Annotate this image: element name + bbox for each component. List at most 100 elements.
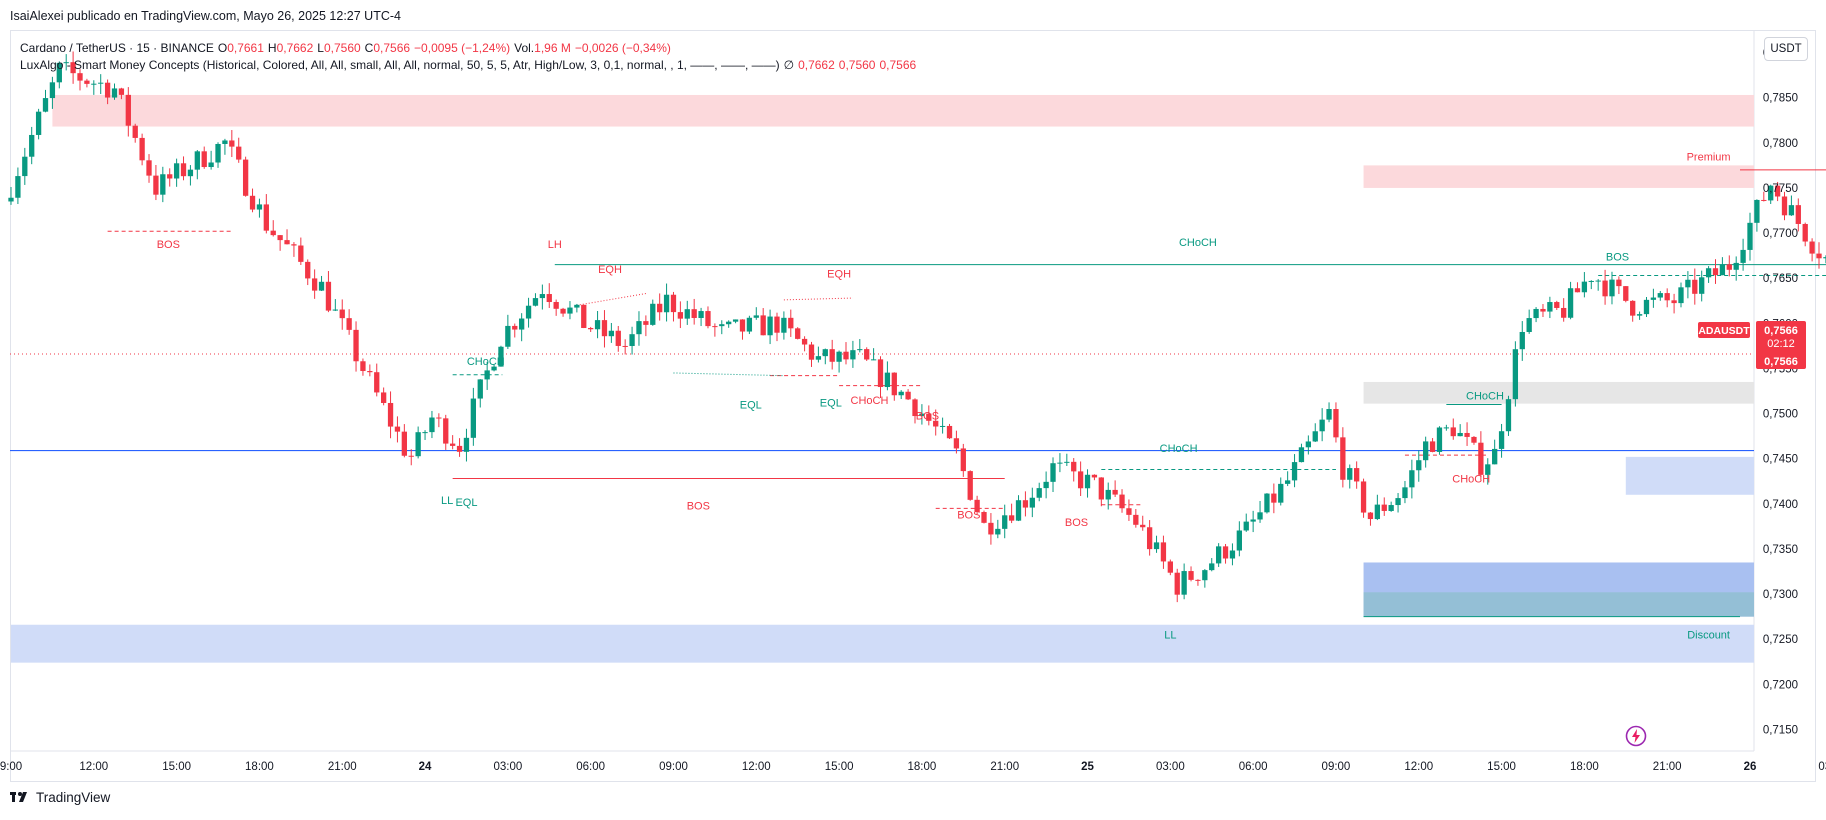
time-axis-tick: 15:00 bbox=[162, 761, 191, 773]
bull-candle bbox=[1636, 314, 1643, 316]
bull-candle bbox=[1436, 427, 1443, 452]
tradingview-logo-text: TradingView bbox=[36, 790, 111, 805]
bear-candle bbox=[1712, 268, 1719, 276]
bull-candle bbox=[1457, 432, 1463, 437]
price-axis-tick: 0,7450 bbox=[1763, 454, 1798, 466]
bull-candle bbox=[1043, 481, 1049, 489]
price-axis-tick: 0,7700 bbox=[1763, 228, 1798, 240]
bull-candle bbox=[1788, 205, 1795, 216]
bull-candle bbox=[1526, 318, 1532, 332]
bear-candle bbox=[1195, 579, 1201, 581]
volume-change: −0,0026 (−0,34%) bbox=[574, 41, 671, 55]
bull-candle bbox=[215, 143, 221, 163]
bear-candle bbox=[1126, 508, 1132, 515]
bear-candle bbox=[622, 345, 628, 347]
bear-candle bbox=[1112, 489, 1118, 495]
bull-candle bbox=[870, 359, 877, 361]
bear-candle bbox=[367, 371, 373, 373]
bear-candle bbox=[1692, 279, 1698, 294]
bear-candle bbox=[905, 391, 911, 400]
bear-candle bbox=[298, 245, 304, 262]
bull-candle bbox=[1374, 504, 1381, 520]
price-axis-tick: 0,7800 bbox=[1763, 138, 1798, 150]
bull-candle bbox=[222, 140, 228, 144]
tradingview-logo[interactable]: TradingView bbox=[10, 790, 110, 805]
chart-legend: Cardano / TetherUS · 15 · BINANCE O 0,766… bbox=[20, 40, 916, 74]
indicator-title[interactable]: LuxAlgo - Smart Money Concepts (Historic… bbox=[20, 58, 780, 72]
bull-candle bbox=[1409, 470, 1415, 488]
bull-candle bbox=[8, 197, 14, 202]
low-value: 0,7560 bbox=[323, 41, 361, 55]
annotation-eqh: EQH bbox=[598, 264, 622, 276]
indicator-legend-row: LuxAlgo - Smart Money Concepts (Historic… bbox=[20, 57, 916, 74]
bear-candle bbox=[512, 325, 518, 330]
bear-candle bbox=[153, 175, 159, 195]
bull-candle bbox=[173, 163, 180, 179]
bear-candle bbox=[201, 151, 207, 168]
quote-currency-button[interactable]: USDT bbox=[1764, 37, 1808, 61]
time-axis-tick: 18:00 bbox=[908, 761, 937, 773]
bear-candle bbox=[249, 195, 256, 210]
bear-candle bbox=[1774, 185, 1781, 197]
bull-candle bbox=[1533, 308, 1539, 319]
bear-candle bbox=[1381, 504, 1387, 511]
bear-candle bbox=[546, 294, 552, 303]
price-axis-tick: 0,7250 bbox=[1763, 634, 1798, 646]
last-price-label-2: 0,7566 bbox=[1764, 356, 1798, 368]
bull-candle bbox=[836, 351, 842, 362]
bull-candle bbox=[884, 372, 891, 388]
bull-candle bbox=[1678, 287, 1684, 304]
bull-candle bbox=[63, 62, 69, 64]
bull-candle bbox=[1036, 488, 1042, 498]
premium-zone bbox=[52, 94, 1754, 127]
bear-candle bbox=[70, 62, 76, 74]
bull-candle bbox=[1643, 299, 1650, 315]
bear-candle bbox=[1561, 307, 1567, 318]
bear-candle bbox=[981, 512, 987, 523]
change-value: −0,0095 (−1,24%) bbox=[414, 41, 511, 55]
discount-zone bbox=[1625, 456, 1754, 495]
time-axis-tick: 21:00 bbox=[990, 761, 1019, 773]
bull-candle bbox=[463, 437, 470, 452]
bull-candle bbox=[1057, 462, 1063, 464]
symbol-title[interactable]: Cardano / TetherUS · 15 · BINANCE bbox=[20, 41, 214, 55]
bull-candle bbox=[1747, 222, 1753, 250]
bull-candle bbox=[1498, 431, 1505, 449]
volume-value: 1,96 M bbox=[534, 41, 571, 55]
bull-candle bbox=[1209, 563, 1215, 571]
bear-candle bbox=[229, 140, 235, 147]
bull-candle bbox=[1243, 521, 1249, 531]
lightning-icon[interactable] bbox=[1625, 725, 1647, 747]
bear-candle bbox=[380, 392, 387, 403]
bull-candle bbox=[1423, 441, 1429, 461]
bull-candle bbox=[1236, 530, 1242, 551]
price-axis-tick: 0,7350 bbox=[1763, 544, 1798, 556]
bull-candle bbox=[160, 174, 166, 195]
bull-candle bbox=[49, 82, 56, 99]
bull-candle bbox=[719, 324, 725, 327]
bear-candle bbox=[843, 351, 849, 360]
bull-candle bbox=[919, 413, 925, 417]
bull-candle bbox=[1395, 498, 1401, 506]
time-axis-tick: 09:00 bbox=[659, 761, 688, 773]
bull-candle bbox=[525, 305, 532, 319]
bear-candle bbox=[1630, 300, 1636, 316]
bear-candle bbox=[118, 88, 125, 95]
bull-candle bbox=[35, 111, 42, 135]
bear-candle bbox=[1167, 561, 1173, 573]
bear-candle bbox=[1333, 409, 1339, 438]
bear-candle bbox=[346, 318, 352, 330]
indicator-value-1: 0,7662 bbox=[798, 58, 835, 72]
bull-candle bbox=[1567, 288, 1574, 318]
bear-candle bbox=[739, 319, 746, 332]
bull-candle bbox=[1705, 268, 1712, 278]
bull-candle bbox=[1229, 550, 1236, 559]
bear-candle bbox=[1623, 286, 1629, 301]
bull-candle bbox=[767, 316, 773, 336]
bull-candle bbox=[429, 417, 435, 433]
high-value: 0,7662 bbox=[276, 41, 314, 55]
time-axis-tick: 03:00 bbox=[1818, 761, 1826, 773]
annotation-choch: CHoCH bbox=[467, 356, 505, 368]
bull-candle bbox=[726, 321, 732, 325]
